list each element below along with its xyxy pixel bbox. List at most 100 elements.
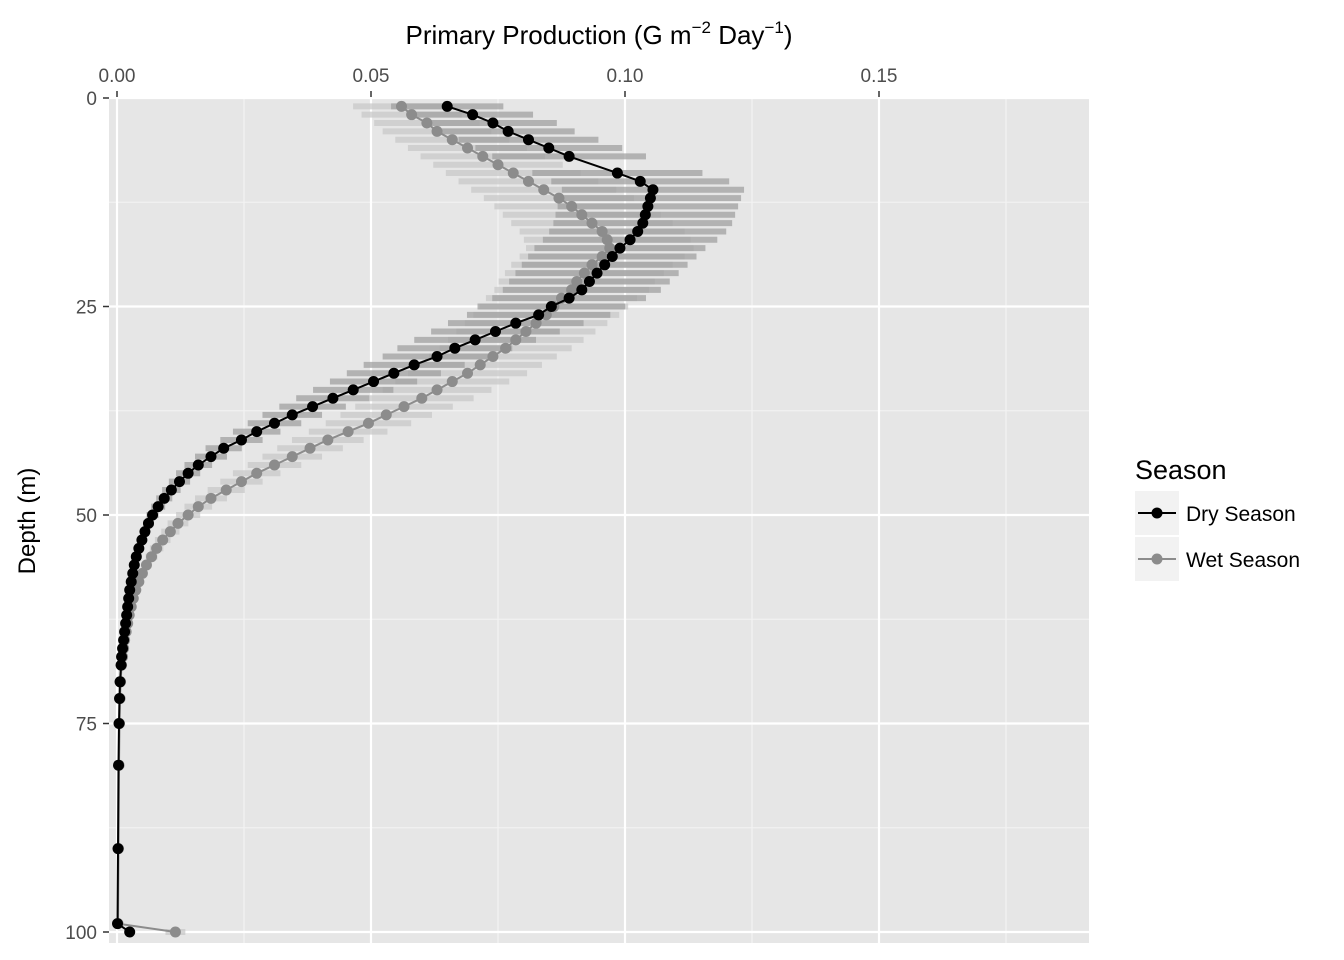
data-point — [634, 175, 646, 187]
data-point — [522, 175, 534, 187]
data-point — [157, 534, 169, 546]
data-point — [192, 459, 204, 471]
data-point — [173, 476, 185, 488]
data-point — [576, 209, 588, 221]
data-point — [492, 159, 504, 171]
data-point — [118, 634, 130, 646]
data-point — [140, 559, 152, 571]
data-point — [380, 409, 392, 421]
data-point — [487, 117, 499, 129]
data-point — [121, 609, 133, 621]
data-point — [113, 759, 125, 771]
data-point — [604, 242, 616, 254]
data-point — [586, 259, 598, 271]
data-point — [538, 184, 550, 196]
data-point — [251, 467, 263, 479]
data-point — [601, 234, 613, 246]
data-point — [112, 843, 124, 855]
legend-label: Dry Season — [1186, 503, 1296, 526]
x-tick-label: 0.15 — [861, 66, 898, 87]
data-point — [522, 134, 534, 146]
y-tick-label: 75 — [76, 715, 97, 736]
data-point — [133, 542, 145, 554]
y-tick-label: 100 — [65, 923, 97, 944]
data-point — [115, 659, 127, 671]
data-point — [477, 150, 489, 162]
data-point — [205, 451, 217, 463]
data-point — [571, 275, 583, 287]
data-point — [133, 576, 145, 588]
data-point — [421, 117, 433, 129]
data-point — [533, 309, 545, 321]
data-point — [591, 267, 603, 279]
data-point — [120, 617, 132, 629]
data-point — [487, 351, 499, 363]
y-axis-label: Depth (m) — [14, 468, 41, 575]
data-point — [611, 167, 623, 179]
chart-title-main: Primary Production (G m — [406, 20, 692, 50]
data-point — [644, 192, 656, 204]
data-point — [152, 501, 164, 513]
data-point — [563, 292, 575, 304]
data-point — [431, 351, 443, 363]
data-point — [322, 434, 334, 446]
data-point — [114, 676, 126, 688]
data-point — [474, 359, 486, 371]
data-point — [113, 718, 125, 729]
data-point — [642, 200, 654, 212]
data-point — [398, 401, 410, 413]
data-point — [164, 526, 176, 538]
data-point — [614, 242, 626, 254]
data-point — [596, 250, 608, 262]
chart-title-exponent-2: −1 — [764, 18, 783, 37]
legend: Season Dry Season Wet Season — [1135, 455, 1300, 581]
data-point — [647, 184, 659, 196]
data-point — [172, 517, 184, 529]
data-point — [368, 376, 380, 388]
data-point — [122, 601, 134, 613]
data-point — [510, 334, 522, 346]
data-point — [130, 551, 142, 563]
data-point — [449, 342, 461, 354]
legend-key-point — [1151, 553, 1163, 565]
data-point — [218, 442, 230, 454]
data-point — [502, 125, 514, 137]
data-point — [406, 109, 418, 121]
legend-title: Season — [1135, 455, 1227, 485]
data-point — [467, 109, 479, 121]
data-point — [142, 517, 154, 529]
data-point — [553, 192, 565, 204]
data-point — [251, 426, 263, 438]
data-point — [606, 250, 618, 262]
data-point — [586, 217, 598, 229]
data-point — [117, 642, 129, 654]
data-point — [520, 326, 532, 338]
data-point — [169, 926, 181, 938]
plot-panel: 0.00 0.05 0.10 0.15 0 25 50 75 100 — [65, 66, 1089, 944]
data-point — [639, 209, 651, 221]
data-point — [286, 451, 298, 463]
data-point — [576, 284, 588, 296]
data-point — [182, 509, 194, 521]
data-point — [441, 100, 453, 112]
data-point — [304, 442, 316, 454]
x-tick-label: 0.05 — [353, 66, 390, 87]
data-point — [136, 567, 148, 579]
data-point — [446, 134, 458, 146]
data-point — [416, 392, 428, 404]
data-point — [545, 301, 557, 312]
data-point — [578, 267, 590, 279]
data-point — [205, 492, 217, 504]
data-point — [112, 918, 124, 930]
chart-title-end: ) — [784, 20, 793, 50]
data-point — [124, 584, 136, 596]
chart-title: Primary Production (G m−2 Day−1) — [406, 18, 793, 50]
chart-title-middle: Day — [711, 20, 764, 50]
data-point — [268, 459, 280, 471]
x-tick-label: 0.00 — [99, 66, 136, 87]
data-point — [342, 426, 354, 438]
data-point — [116, 651, 128, 663]
data-point — [624, 234, 636, 246]
data-point — [136, 534, 148, 546]
